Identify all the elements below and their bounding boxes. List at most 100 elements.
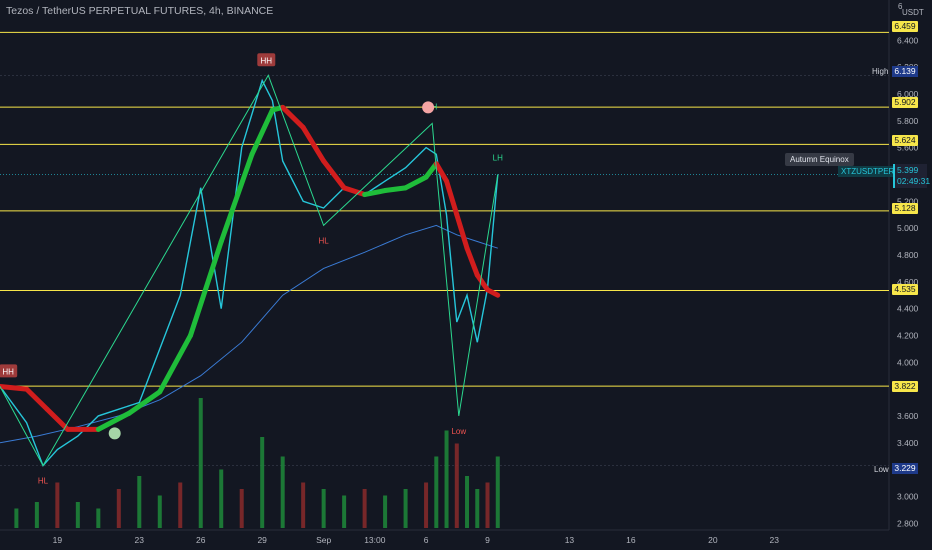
event-label[interactable]: Autumn Equinox (785, 153, 854, 166)
y-tick-label: 4.600 (897, 277, 919, 287)
volume-bar (75, 502, 80, 528)
fast-ma-segment (474, 272, 491, 293)
zigzag-line (0, 74, 499, 467)
level-badge-5624: 5.624 (892, 135, 918, 146)
hl-label: HL (319, 236, 330, 245)
x-tick-label: 20 (708, 535, 718, 545)
last-price: 5.399 (897, 165, 919, 175)
x-tick-label: Sep (316, 535, 331, 545)
candle-countdown: 02:49:31 (897, 176, 931, 186)
currency-label: USDT (902, 8, 924, 17)
volume-bar (178, 482, 183, 528)
fast-ma-segment (362, 188, 388, 198)
level-badge-5128: 5.128 (892, 203, 918, 214)
fast-ma-segment (464, 245, 480, 278)
volume-bar (434, 456, 439, 528)
volume-bar (342, 495, 347, 528)
fast-ma-segment (188, 239, 224, 338)
x-tick-label: 13:00 (364, 535, 386, 545)
volume-bar (137, 476, 142, 528)
chart-title: Tezos / TetherUS PERPETUAL FUTURES, 4h, … (6, 5, 274, 17)
y-tick-label: 4.800 (897, 250, 919, 260)
x-tick-label: 6 (424, 535, 429, 545)
volume-bar (495, 456, 500, 528)
volume-bar (485, 482, 490, 528)
x-tick-label: 23 (135, 535, 145, 545)
y-tick-label: 5.800 (897, 116, 919, 126)
y-tick-label: 6.400 (897, 35, 919, 45)
volume-bar (116, 489, 121, 528)
sell-signal-dot (422, 101, 435, 114)
volume-bar (301, 482, 306, 528)
hh-label: HH (2, 367, 14, 376)
level-badge-3822: 3.822 (892, 381, 918, 392)
y-tick-label: 5.200 (897, 196, 919, 206)
last-price-box: 5.399 02:49:31 (893, 164, 931, 188)
high-label: High (872, 67, 889, 76)
x-tick-label: 29 (257, 535, 267, 545)
y-tick-label: 4.200 (897, 330, 919, 340)
fast-ma-segment (382, 185, 409, 194)
level-badge-6459: 6.459 (892, 21, 918, 32)
low-label: Low (451, 427, 466, 436)
volume-bar (444, 430, 449, 528)
y-tick-label: 3.600 (897, 411, 919, 421)
fast-ma-segment (95, 410, 132, 432)
volume-bar (157, 495, 162, 528)
hh-marker (0, 364, 18, 378)
fast-ma-segment (485, 287, 501, 298)
y-tick-label: 3.400 (897, 438, 919, 448)
volume-bar (362, 489, 367, 528)
level-badge-4535: 4.535 (892, 284, 918, 295)
fast-ma-segment (249, 107, 275, 157)
hh-label: HH (261, 56, 273, 65)
high-value: 6.139 (892, 66, 918, 77)
symbol-tag: XTZUSDTPERP (838, 166, 903, 177)
volume-bar (96, 508, 101, 528)
volume-bar (198, 398, 203, 528)
y-tick-label: 5.000 (897, 223, 919, 233)
x-tick-label: 9 (485, 535, 490, 545)
volume-bar (260, 437, 265, 528)
fast-ma-segment (157, 332, 193, 395)
fast-ma-segment (423, 161, 439, 180)
y-tick-label: 4.000 (897, 357, 919, 367)
low-value: 3.229 (892, 463, 918, 474)
volume-bar (321, 489, 326, 528)
buy-signal-dot (108, 427, 121, 440)
fast-ma-segment (403, 174, 429, 191)
volume-bar (14, 508, 19, 528)
y-tick-label: 6.000 (897, 89, 919, 99)
fast-ma-segment (444, 178, 460, 218)
y-tick-label: 4.400 (897, 304, 919, 314)
x-tick-label: 23 (770, 535, 780, 545)
lh-label: LH (493, 154, 503, 163)
fast-ma-segment (218, 151, 255, 245)
x-tick-label: 16 (626, 535, 636, 545)
volume-bar (280, 456, 285, 528)
hh-marker (257, 53, 276, 67)
fast-ma-segment (126, 389, 163, 416)
x-tick-label: 13 (565, 535, 575, 545)
volume-bar (34, 502, 39, 528)
volume-bar (424, 482, 429, 528)
volume-bar (383, 495, 388, 528)
volume-bar (219, 469, 224, 528)
volume-bar (55, 482, 60, 528)
volume-bar (403, 489, 408, 528)
volume-bar (454, 443, 459, 528)
currency-index: 6 (898, 2, 903, 11)
y-tick-label: 2.800 (897, 518, 919, 528)
y-tick-label: 5.600 (897, 143, 919, 153)
fast-ma-segment (433, 161, 450, 184)
volume-bar (475, 489, 480, 528)
volume-bar (465, 476, 470, 528)
fast-ma-segment (454, 212, 470, 251)
y-tick-label: 3.000 (897, 491, 919, 501)
price-line (0, 78, 499, 467)
fast-ma-segment (321, 158, 347, 191)
fast-ma-segment (341, 185, 368, 198)
hl-label: HL (38, 477, 49, 486)
fast-ma-segment (280, 104, 306, 130)
